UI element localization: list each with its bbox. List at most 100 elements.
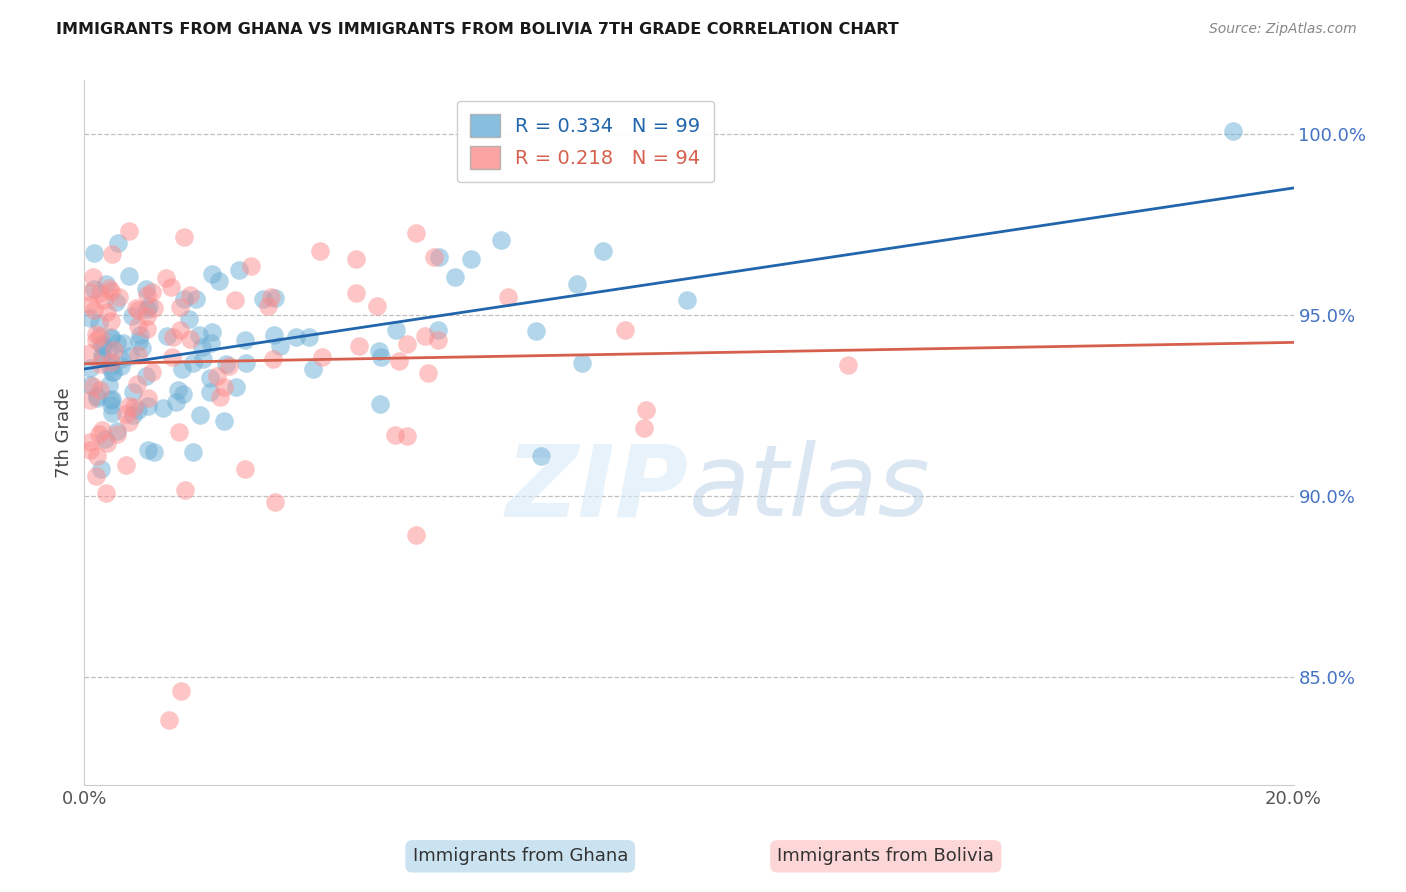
- Text: atlas: atlas: [689, 441, 931, 538]
- Point: [676, 293, 699, 307]
- Point: [183, 445, 205, 459]
- Point: [100, 355, 122, 369]
- Point: [173, 483, 195, 498]
- Point: [122, 400, 145, 414]
- Point: [127, 319, 149, 334]
- Point: [84, 468, 107, 483]
- Point: [83, 245, 105, 260]
- Point: [413, 328, 436, 343]
- Point: [366, 300, 388, 314]
- Text: Source: ZipAtlas.com: Source: ZipAtlas.com: [1209, 22, 1357, 37]
- Point: [233, 462, 256, 476]
- Point: [368, 344, 391, 359]
- Point: [257, 299, 280, 313]
- Point: [184, 293, 207, 307]
- Point: [143, 301, 166, 315]
- Point: [298, 330, 321, 344]
- Point: [96, 305, 118, 319]
- Point: [138, 391, 160, 405]
- Point: [152, 401, 174, 415]
- Point: [633, 421, 655, 435]
- Point: [82, 378, 104, 392]
- Point: [309, 244, 332, 258]
- Point: [405, 528, 427, 542]
- Text: IMMIGRANTS FROM GHANA VS IMMIGRANTS FROM BOLIVIA 7TH GRADE CORRELATION CHART: IMMIGRANTS FROM GHANA VS IMMIGRANTS FROM…: [56, 22, 898, 37]
- Point: [141, 365, 163, 379]
- Point: [208, 274, 231, 288]
- Point: [156, 328, 179, 343]
- Point: [86, 449, 108, 463]
- Point: [370, 350, 392, 364]
- Point: [127, 376, 149, 391]
- Point: [395, 429, 418, 443]
- Point: [157, 713, 180, 727]
- Point: [127, 402, 149, 417]
- Point: [89, 383, 111, 397]
- Point: [218, 359, 240, 373]
- Point: [118, 225, 141, 239]
- Point: [201, 325, 224, 339]
- Point: [418, 366, 440, 380]
- Point: [212, 380, 235, 394]
- Point: [427, 250, 450, 264]
- Point: [100, 314, 122, 328]
- Point: [79, 378, 101, 392]
- Point: [179, 288, 201, 302]
- Point: [285, 330, 308, 344]
- Point: [385, 323, 408, 337]
- Point: [496, 290, 519, 304]
- Point: [93, 293, 115, 307]
- Point: [91, 339, 114, 353]
- Point: [86, 389, 108, 403]
- Point: [91, 423, 114, 437]
- Point: [124, 301, 146, 316]
- Point: [179, 332, 201, 346]
- Point: [103, 343, 125, 357]
- Point: [215, 357, 238, 371]
- Point: [90, 336, 112, 351]
- Point: [489, 233, 512, 247]
- Point: [118, 349, 141, 363]
- Point: [252, 292, 274, 306]
- Point: [100, 393, 122, 408]
- Point: [100, 398, 122, 412]
- Point: [107, 235, 129, 250]
- Point: [262, 351, 284, 366]
- Point: [100, 284, 122, 298]
- Point: [86, 391, 108, 405]
- Legend: R = 0.334   N = 99, R = 0.218   N = 94: R = 0.334 N = 99, R = 0.218 N = 94: [457, 101, 714, 183]
- Point: [837, 358, 859, 372]
- Point: [136, 309, 159, 323]
- Point: [94, 486, 117, 500]
- Point: [191, 340, 214, 354]
- Point: [177, 312, 200, 326]
- Point: [1222, 124, 1244, 138]
- Point: [115, 407, 138, 421]
- Point: [128, 334, 150, 349]
- Point: [205, 368, 228, 383]
- Point: [110, 359, 132, 373]
- Point: [396, 336, 419, 351]
- Point: [426, 323, 449, 337]
- Point: [79, 443, 101, 458]
- Point: [344, 286, 367, 301]
- Point: [208, 390, 231, 404]
- Point: [200, 335, 222, 350]
- Point: [89, 328, 111, 343]
- Point: [233, 333, 256, 347]
- Point: [240, 259, 263, 273]
- Point: [370, 397, 392, 411]
- Point: [260, 290, 283, 304]
- Point: [90, 462, 112, 476]
- Point: [173, 292, 195, 306]
- Point: [264, 291, 287, 305]
- Text: ZIP: ZIP: [506, 441, 689, 538]
- Point: [235, 356, 257, 370]
- Point: [136, 288, 159, 302]
- Point: [349, 339, 371, 353]
- Point: [79, 285, 101, 299]
- Point: [115, 458, 138, 472]
- Point: [101, 406, 124, 420]
- Point: [613, 323, 636, 337]
- Point: [84, 334, 107, 348]
